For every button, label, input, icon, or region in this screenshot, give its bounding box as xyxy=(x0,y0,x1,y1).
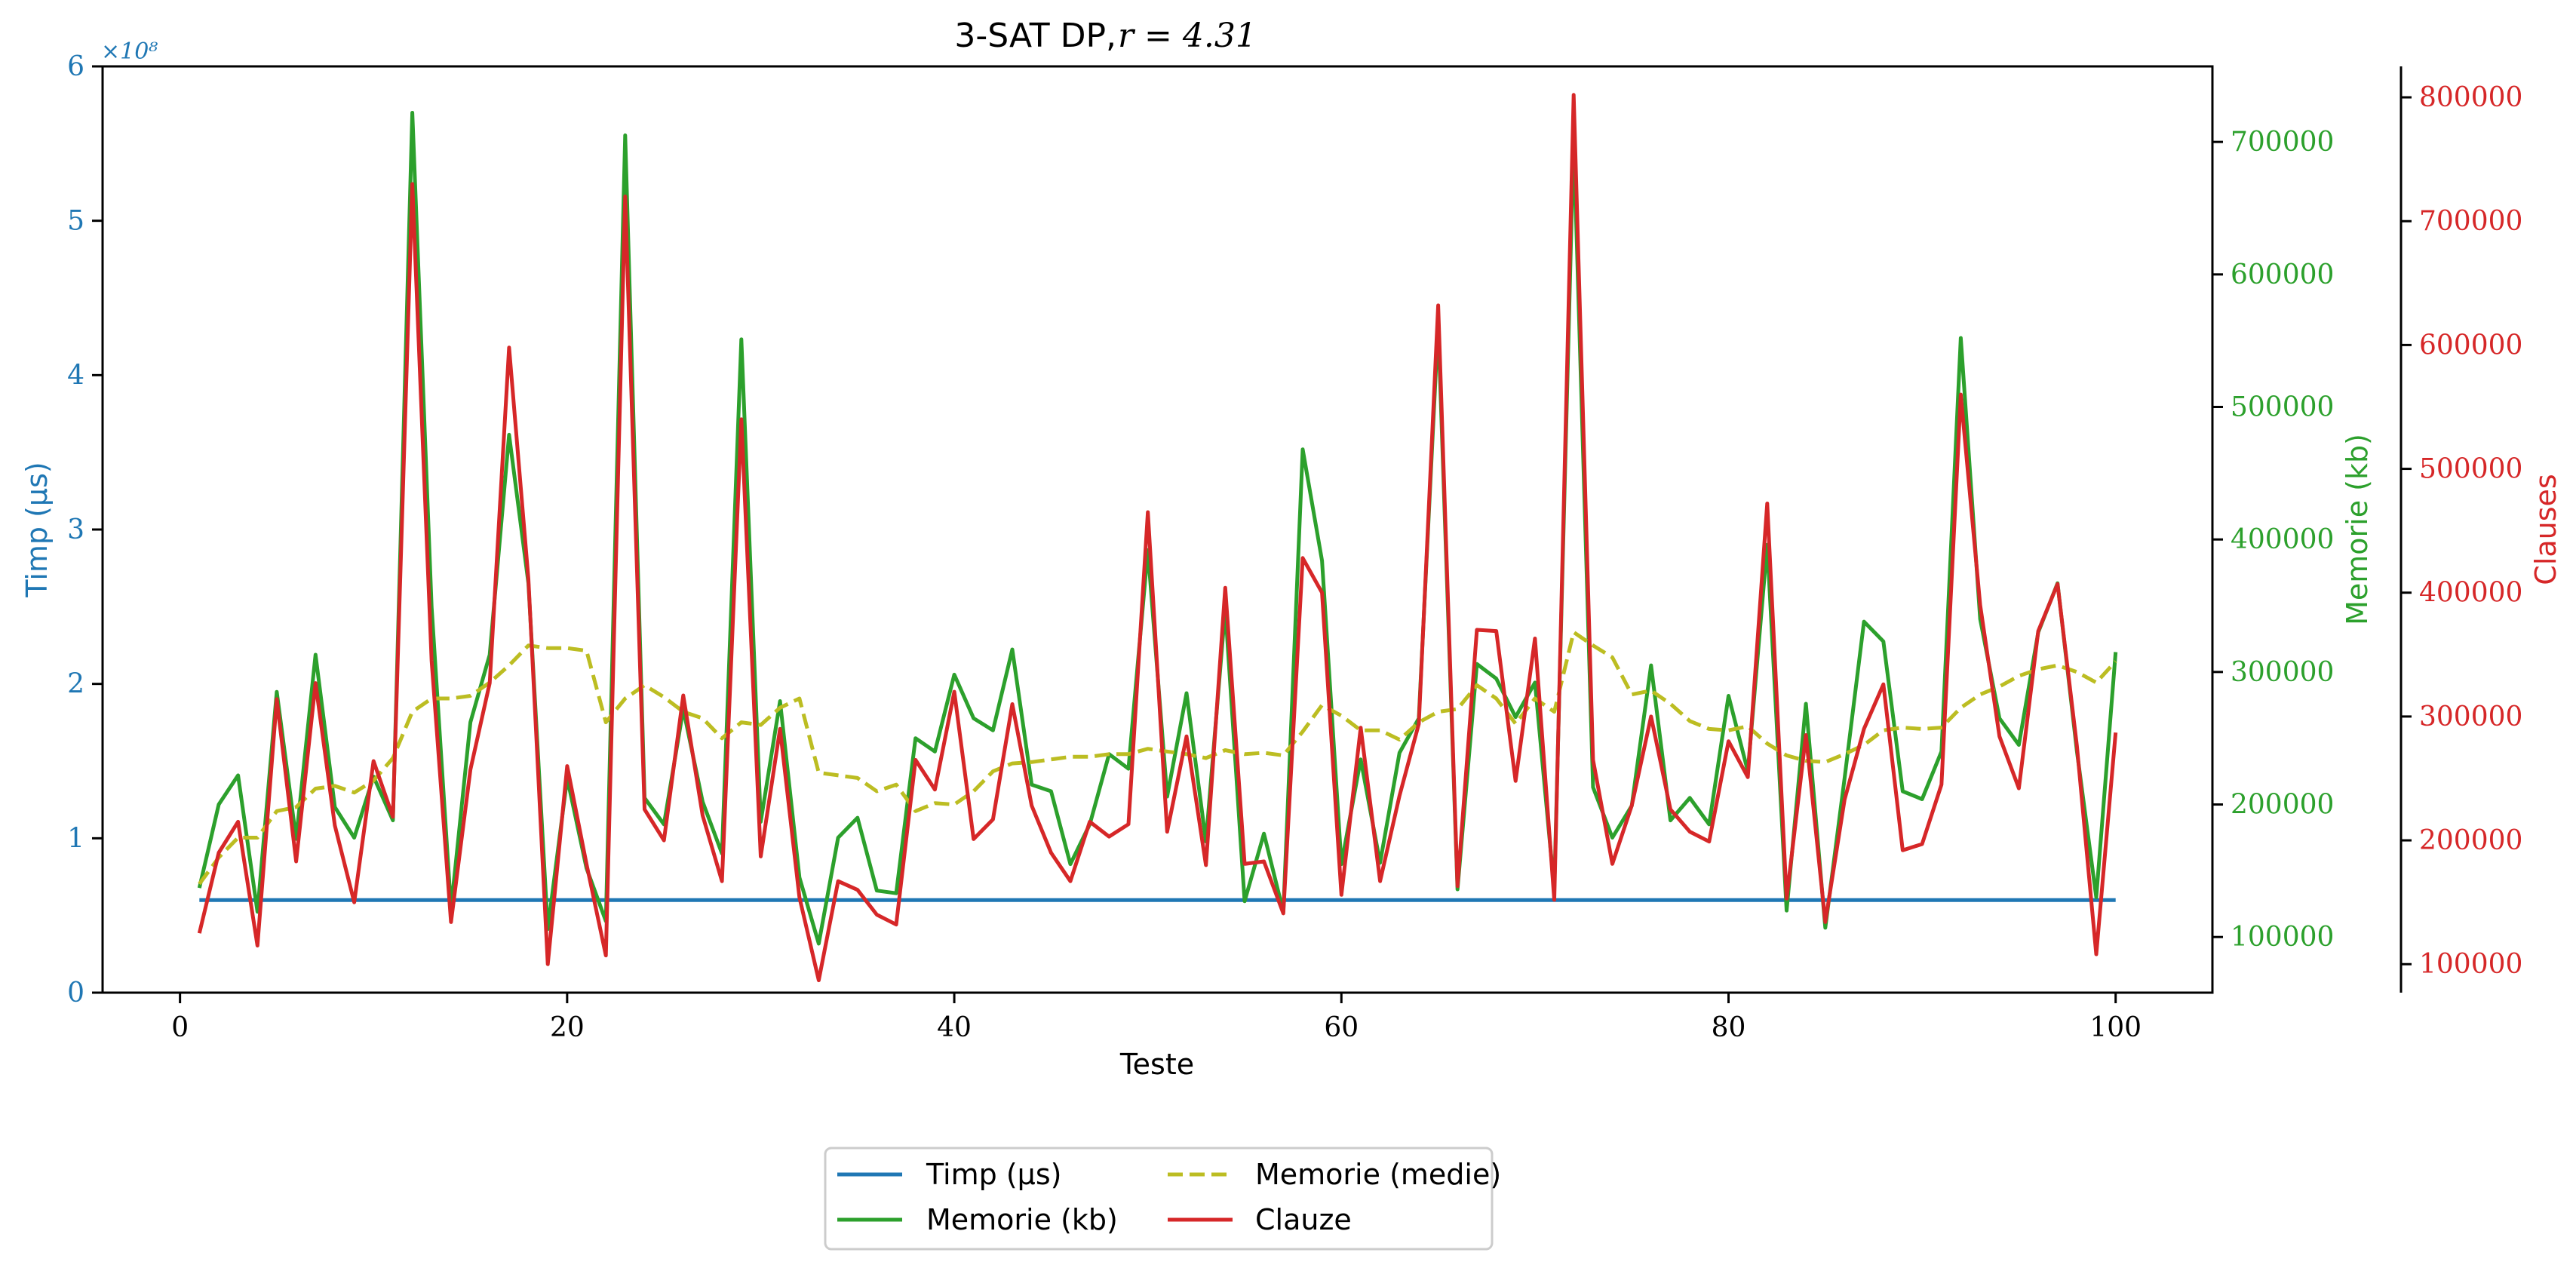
legend-box xyxy=(824,1147,1494,1251)
time-tick-label: 6 xyxy=(67,51,84,82)
clauses-tick-label: 500000 xyxy=(2419,454,2522,485)
series-line-memory-mean xyxy=(198,630,2117,886)
x-axis: 0 20 40 60 80 100 xyxy=(171,993,2142,1043)
clauses-tick-label: 300000 xyxy=(2419,702,2522,732)
time-axis-offset-text: ×10⁸ xyxy=(101,38,158,65)
time-tick-label: 5 xyxy=(67,206,84,237)
memory-tick-label: 200000 xyxy=(2231,790,2334,821)
memory-tick-label: 100000 xyxy=(2231,922,2334,953)
x-tick-label: 80 xyxy=(1712,1012,1746,1043)
clauses-tick-label: 100000 xyxy=(2419,949,2522,980)
x-tick-label: 0 xyxy=(171,1012,189,1043)
clauses-tick-label: 600000 xyxy=(2419,330,2522,361)
memory-tick-label: 500000 xyxy=(2231,391,2334,422)
x-tick-label: 40 xyxy=(937,1012,972,1043)
chart-title-math: r = 4.31 xyxy=(1118,17,1257,55)
time-axis-label: Timp (μs) xyxy=(20,462,54,597)
series-layer xyxy=(197,93,2118,983)
x-axis-label: Teste xyxy=(1119,1048,1194,1081)
clauses-tick-label: 800000 xyxy=(2419,82,2522,113)
memory-tick-label: 400000 xyxy=(2231,524,2334,555)
clauses-tick-label: 700000 xyxy=(2419,206,2522,237)
time-tick-label: 3 xyxy=(67,514,84,545)
y-axis-memory: 100000 200000 300000 400000 500000 600000 7000… xyxy=(2212,127,2334,953)
clauses-tick-label: 200000 xyxy=(2419,825,2522,856)
legend-label-mean: Memorie (medie) xyxy=(1255,1158,1501,1191)
chart-title-main: 3-SAT DP, xyxy=(954,17,1116,55)
time-tick-label: 4 xyxy=(67,360,84,391)
legend: Timp (μs) Memorie (medie) Memorie (kb) C… xyxy=(824,1147,1501,1251)
time-tick-label: 0 xyxy=(67,978,84,1009)
memory-axis-label: Memorie (kb) xyxy=(2341,434,2374,625)
x-tick-label: 60 xyxy=(1324,1012,1359,1043)
y-axis-clauses: 100000 200000 300000 400000 500000 600000 7000… xyxy=(2399,66,2522,993)
legend-label-time: Timp (μs) xyxy=(926,1158,1061,1191)
clauses-tick-label: 400000 xyxy=(2419,578,2522,609)
clauses-axis-label: Clauses xyxy=(2529,474,2562,585)
y-axis-time: 0 1 2 3 4 5 6 xyxy=(67,51,103,1009)
legend-label-memory: Memorie (kb) xyxy=(926,1203,1118,1236)
memory-tick-label: 300000 xyxy=(2231,657,2334,688)
x-tick-label: 20 xyxy=(550,1012,585,1043)
memory-tick-label: 600000 xyxy=(2231,259,2334,290)
time-tick-label: 1 xyxy=(67,823,84,854)
legend-label-clauses: Clauze xyxy=(1255,1203,1352,1236)
memory-tick-label: 700000 xyxy=(2231,127,2334,158)
series-line-clauses xyxy=(197,93,2118,983)
x-tick-label: 100 xyxy=(2089,1012,2142,1043)
time-tick-label: 2 xyxy=(67,669,84,700)
